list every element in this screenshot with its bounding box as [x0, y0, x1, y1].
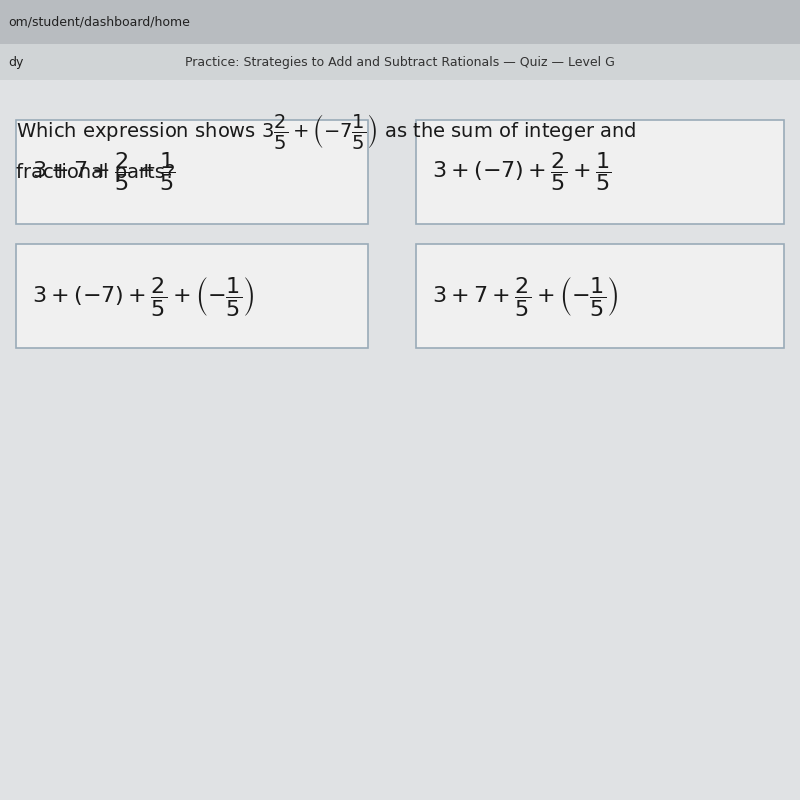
Text: dy: dy [8, 55, 23, 69]
FancyBboxPatch shape [0, 80, 800, 800]
Text: $3 + 7 + \dfrac{2}{5} + \left(-\dfrac{1}{5}\right)$: $3 + 7 + \dfrac{2}{5} + \left(-\dfrac{1}… [432, 274, 618, 318]
Text: $3 + 7 + \dfrac{2}{5} + \dfrac{1}{5}$: $3 + 7 + \dfrac{2}{5} + \dfrac{1}{5}$ [32, 150, 175, 194]
Text: Which expression shows $3\dfrac{2}{5} + \left(-7\dfrac{1}{5}\right)$ as the sum : Which expression shows $3\dfrac{2}{5} + … [16, 113, 636, 151]
Text: Practice: Strategies to Add and Subtract Rationals — Quiz — Level G: Practice: Strategies to Add and Subtract… [185, 55, 615, 69]
FancyBboxPatch shape [416, 120, 784, 224]
Text: $3 + (-7) + \dfrac{2}{5} + \left(-\dfrac{1}{5}\right)$: $3 + (-7) + \dfrac{2}{5} + \left(-\dfrac… [32, 274, 254, 318]
Text: $3 + (-7) + \dfrac{2}{5} + \dfrac{1}{5}$: $3 + (-7) + \dfrac{2}{5} + \dfrac{1}{5}$ [432, 150, 611, 194]
Text: fractional parts?: fractional parts? [16, 162, 175, 182]
FancyBboxPatch shape [16, 244, 368, 348]
FancyBboxPatch shape [0, 0, 800, 44]
Text: om/student/dashboard/home: om/student/dashboard/home [8, 15, 190, 29]
FancyBboxPatch shape [0, 44, 800, 80]
FancyBboxPatch shape [16, 120, 368, 224]
FancyBboxPatch shape [416, 244, 784, 348]
